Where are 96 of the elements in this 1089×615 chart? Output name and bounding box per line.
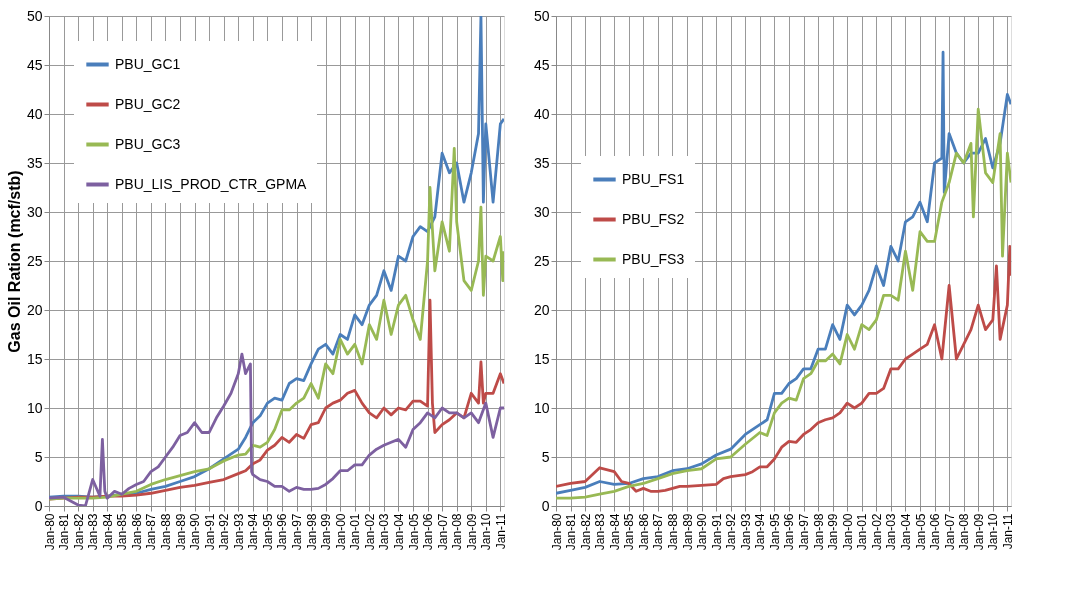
y-tick-label: 30 [26,203,43,220]
y-tick-label: 0 [541,497,550,514]
x-tick-label: Jan-09 [464,513,479,551]
x-tick-label: Jan-98 [811,513,826,551]
legend-label: PBU_FS1 [622,170,685,187]
x-tick-label: Jan-92 [217,513,232,551]
x-tick-label: Jan-93 [231,513,246,551]
y-tick-label: 40 [26,105,43,122]
x-tick-label: Jan-96 [275,513,290,551]
x-tick-label: Jan-84 [607,513,622,551]
y-tick-label: 30 [533,203,550,220]
x-tick-label: Jan-85 [115,513,130,551]
x-tick-label: Jan-04 [898,513,913,551]
x-tick-label: Jan-96 [782,513,797,551]
x-tick-label: Jan-01 [855,513,870,551]
x-tick-label: Jan-82 [578,513,593,551]
y-axis-title: Gas Oil Ration (mcf/stb) [5,170,23,353]
y-tick-label: 35 [533,154,550,171]
x-tick-label: Jan-91 [202,513,217,551]
x-tick-label: Jan-86 [129,513,144,551]
x-tick-label: Jan-08 [450,513,465,551]
legend-label: PBU_FS3 [622,250,685,267]
x-tick-label: Jan-89 [173,513,188,551]
x-tick-label: Jan-99 [826,513,841,551]
y-tick-label: 25 [533,252,550,269]
x-tick-label: Jan-07 [435,513,450,551]
y-tick-label: 50 [533,7,550,24]
x-tick-label: Jan-00 [333,513,348,551]
x-tick-label: Jan-02 [362,513,377,551]
y-tick-label: 45 [533,56,550,73]
x-tick-label: Jan-05 [913,513,928,551]
x-tick-label: Jan-01 [348,513,363,551]
x-tick-label: Jan-90 [695,513,710,551]
x-tick-label: Jan-97 [290,513,305,551]
x-tick-label: Jan-02 [869,513,884,551]
y-tick-label: 10 [26,399,43,416]
x-tick-label: Jan-04 [391,513,406,551]
x-tick-label: Jan-03 [884,513,899,551]
x-tick-label: Jan-81 [564,513,579,551]
y-tick-label: 5 [34,448,43,465]
x-tick-label: Jan-95 [260,513,275,551]
x-tick-label: Jan-87 [651,513,666,551]
x-tick-label: Jan-80 [42,513,57,551]
x-tick-label: Jan-92 [724,513,739,551]
y-tick-label: 50 [26,7,43,24]
y-tick-label: 25 [26,252,43,269]
x-tick-label: Jan-97 [797,513,812,551]
x-tick-label: Jan-06 [421,513,436,551]
y-tick-label: 35 [26,154,43,171]
x-tick-label: Jan-81 [57,513,72,551]
x-tick-label: Jan-99 [319,513,334,551]
y-tick-label: 45 [26,56,43,73]
x-tick-label: Jan-85 [622,513,637,551]
x-tick-label: Jan-89 [680,513,695,551]
x-tick-label: Jan-95 [767,513,782,551]
legend-label: PBU_FS2 [622,210,685,227]
x-tick-label: Jan-00 [840,513,855,551]
line-series [556,244,1011,493]
legend-label: PBU_GC1 [115,55,181,72]
x-tick-label: Jan-08 [957,513,972,551]
y-tick-label: 20 [26,301,43,318]
x-tick-label: Jan-11 [1000,513,1015,550]
x-tick-label: Jan-07 [942,513,957,551]
legend-label: PBU_LIS_PROD_CTR_GPMA [115,175,308,192]
x-tick-label: Jan-80 [549,513,564,551]
legend-label: PBU_GC2 [115,95,181,112]
x-tick-label: Jan-91 [709,513,724,551]
y-tick-label: 10 [533,399,550,416]
x-tick-label: Jan-98 [304,513,319,551]
x-tick-label: Jan-10 [479,513,494,551]
x-tick-label: Jan-93 [738,513,753,551]
x-tick-label: Jan-88 [665,513,680,551]
x-tick-label: Jan-10 [986,513,1001,551]
y-tick-label: 0 [34,497,43,514]
x-tick-label: Jan-82 [71,513,86,551]
x-tick-label: Jan-83 [593,513,608,551]
x-tick-label: Jan-84 [100,513,115,551]
x-tick-label: Jan-86 [636,513,651,551]
x-tick-label: Jan-87 [144,513,159,551]
x-tick-label: Jan-90 [188,513,203,551]
x-tick-label: Jan-06 [928,513,943,551]
x-tick-label: Jan-05 [406,513,421,551]
x-tick-label: Jan-83 [86,513,101,551]
x-tick-label: Jan-94 [246,513,261,551]
y-tick-label: 20 [533,301,550,318]
x-tick-label: Jan-94 [753,513,768,551]
legend-label: PBU_GC3 [115,135,181,152]
line-series [49,16,504,499]
y-tick-label: 15 [26,350,43,367]
x-tick-label: Jan-03 [377,513,392,551]
x-tick-label: Jan-88 [158,513,173,551]
y-tick-label: 15 [533,350,550,367]
y-tick-label: 5 [541,448,550,465]
y-tick-label: 40 [533,105,550,122]
x-tick-label: Jan-09 [971,513,986,551]
x-tick-label: Jan-11 [493,513,508,550]
